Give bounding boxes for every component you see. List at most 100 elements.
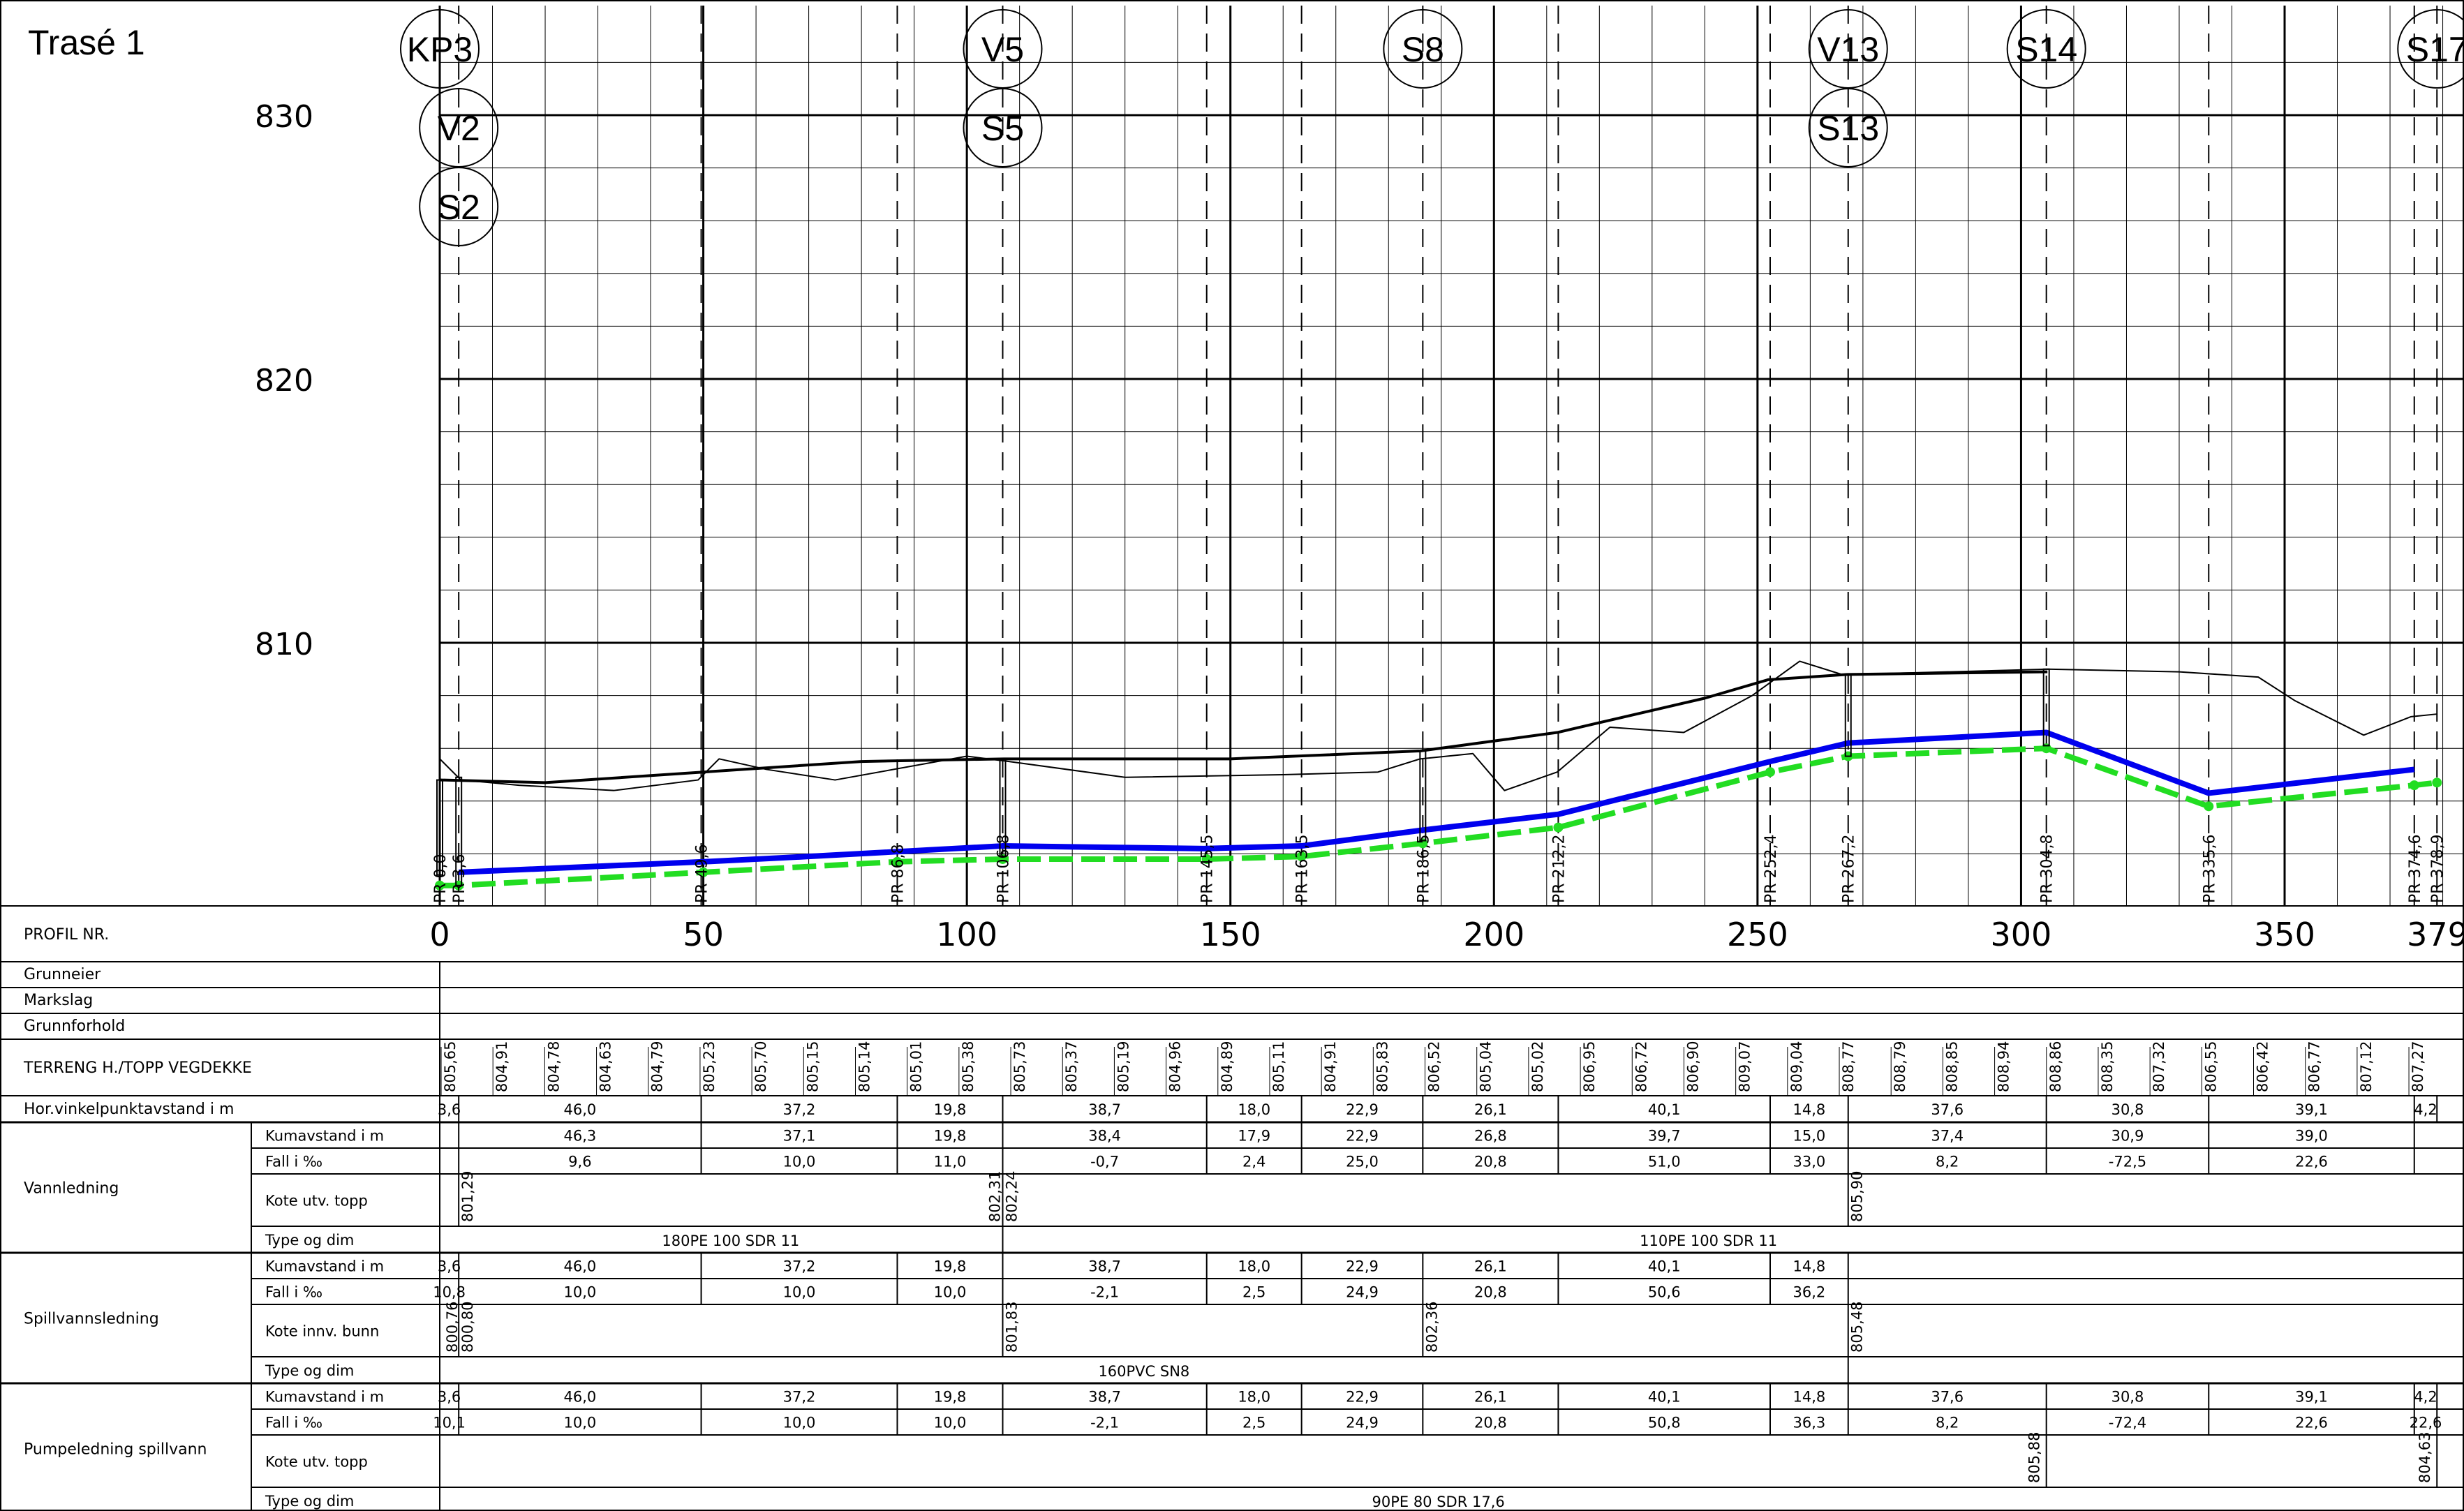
vann-kote: 805,90 [1849, 1171, 1866, 1222]
station-tick-label: 50 [683, 916, 724, 953]
pumpe-type: 90PE 80 SDR 17,6 [1372, 1494, 1504, 1510]
group-row-label: Fall i ‰ [265, 1415, 322, 1431]
pumpe-kumavstand: 4,2 [2414, 1389, 2437, 1406]
manhole-post [999, 758, 1007, 858]
group-row-label: Type og dim [265, 1362, 354, 1379]
vann-fall: 20,8 [1474, 1154, 1507, 1170]
pumpe-fall: 10,0 [783, 1415, 816, 1431]
hor-segment-value: 30,8 [2112, 1101, 2144, 1118]
group-row-label: Kote innv. bunn [265, 1323, 379, 1340]
series-terrain_bold [439, 670, 2048, 784]
spill-fall: 10,0 [934, 1284, 967, 1301]
pr-marker-label: PR 304,8 [2039, 834, 2056, 903]
spill-fall: 10,8 [433, 1284, 466, 1301]
terrain-value: 809,04 [1788, 1041, 1805, 1092]
terrain-value: 805,23 [701, 1041, 718, 1092]
pumpe-fall: -72,4 [2109, 1415, 2146, 1431]
terrain-value: 805,83 [1374, 1041, 1390, 1092]
series-terrain_thin [439, 660, 2438, 791]
vann-kumavstand: 17,9 [1238, 1128, 1270, 1145]
terrain-value: 804,78 [545, 1041, 562, 1092]
manhole-post [436, 779, 443, 876]
group-name: Pumpeledning spillvann [24, 1441, 207, 1459]
terrain-value: 806,95 [1581, 1041, 1598, 1092]
elevation-label-820: 820 [255, 363, 313, 399]
station-tick-label: 250 [1727, 916, 1788, 953]
vann-fall: 2,4 [1242, 1154, 1266, 1170]
group-name: Spillvannsledning [24, 1311, 159, 1328]
terrain-value: 804,91 [1322, 1041, 1339, 1092]
terrain-value: 806,77 [2306, 1041, 2323, 1092]
pumpe-kumavstand: 46,0 [563, 1389, 596, 1406]
vann-kumavstand: 37,1 [783, 1128, 816, 1145]
spill-fall: 24,9 [1346, 1284, 1379, 1301]
pr-marker-label: PR 49,6 [694, 844, 711, 903]
manhole-post [455, 776, 463, 886]
pumpe-fall: 22,6 [2410, 1415, 2442, 1431]
terrain-value: 808,94 [1996, 1041, 2012, 1092]
chart-series [435, 660, 2442, 891]
pr-marker-label: PR 212,2 [1550, 834, 1568, 903]
spill-kumavstand: 14,8 [1793, 1258, 1825, 1275]
row-label-horvinkel: Hor.vinkelpunktavstand i m [24, 1101, 234, 1118]
pr-marker-label: PR 335,6 [2201, 834, 2218, 903]
row-label-terreng: TERRENG H./TOPP VEGDEKKE [23, 1059, 252, 1077]
pumpe-kumavstand: 39,1 [2295, 1389, 2328, 1406]
spill-kote: 800,76 [444, 1302, 461, 1353]
spill-kumavstand: 37,2 [783, 1258, 816, 1275]
structure-label: KP3 [407, 30, 473, 69]
terrain-value: 806,90 [1684, 1041, 1701, 1092]
terrain-value: 808,35 [2099, 1041, 2116, 1092]
table-lines [0, 905, 2464, 1511]
hor-segment-value: 46,0 [563, 1101, 596, 1118]
spill-fall: -2,1 [1090, 1284, 1119, 1301]
terrain-value: 805,70 [752, 1041, 769, 1092]
pumpe-fall: 20,8 [1474, 1415, 1507, 1431]
spill-kumavstand: 18,0 [1238, 1258, 1270, 1275]
pumpe-kumavstand: 38,7 [1088, 1389, 1121, 1406]
series-water_main [459, 729, 2415, 875]
terrain-value: 804,79 [649, 1041, 666, 1092]
pr-marker-label: PR 186,5 [1415, 834, 1432, 903]
pumpe-fall: 10,0 [934, 1415, 967, 1431]
series-point [435, 880, 445, 891]
hor-segment-value: 14,8 [1793, 1101, 1825, 1118]
terrain-value: 804,89 [1219, 1041, 1235, 1092]
pumpe-fall: -2,1 [1090, 1415, 1119, 1431]
terrain-value: 805,15 [804, 1041, 821, 1092]
terrain-value: 805,65 [442, 1041, 459, 1092]
row-label-markslag: Markslag [24, 992, 93, 1009]
series-point [1553, 822, 1564, 833]
group-row-label: Type og dim [265, 1493, 354, 1510]
pumpe-kumavstand: 37,6 [1931, 1389, 1964, 1406]
structure-circle [400, 9, 480, 89]
hor-segment-value: 38,7 [1088, 1101, 1121, 1118]
spill-fall: 10,0 [563, 1284, 596, 1301]
vann-kumavstand: 37,4 [1931, 1128, 1964, 1145]
pumpe-kote: 805,88 [2026, 1432, 2043, 1483]
vann-type: 110PE 100 SDR 11 [1640, 1233, 1777, 1249]
vann-kumavstand: 30,9 [2112, 1128, 2144, 1145]
manhole-post [1844, 673, 1852, 757]
vann-kumavstand: 22,9 [1346, 1128, 1379, 1145]
hor-segment-value: 26,1 [1474, 1101, 1507, 1118]
pumpe-kumavstand: 3,6 [438, 1389, 461, 1406]
vann-fall: 33,0 [1793, 1154, 1825, 1170]
vann-kumavstand: 46,3 [563, 1128, 596, 1145]
series-point [2432, 777, 2442, 788]
spill-fall: 50,6 [1648, 1284, 1681, 1301]
pumpe-fall: 10,1 [433, 1415, 466, 1431]
terrain-value: 804,63 [598, 1041, 614, 1092]
pumpe-fall: 24,9 [1346, 1415, 1379, 1431]
pr-marker-label: PR 374,6 [2407, 834, 2424, 903]
structure-circle [1808, 88, 1888, 168]
terrain-value: 806,72 [1633, 1041, 1649, 1092]
group-row-label: Type og dim [265, 1232, 354, 1249]
terrain-value: 808,85 [1943, 1041, 1960, 1092]
vann-kumavstand: 38,4 [1088, 1128, 1121, 1145]
pr-marker-label: PR 3,6 [451, 854, 468, 903]
pr-marker-labels: PR 0,0 PR 3,6 PR 49,6 PR 86,8 PR 106,8 PR 145… [432, 834, 2447, 903]
structure-label: S14 [2015, 30, 2077, 69]
terrain-value: 806,55 [2202, 1041, 2219, 1092]
